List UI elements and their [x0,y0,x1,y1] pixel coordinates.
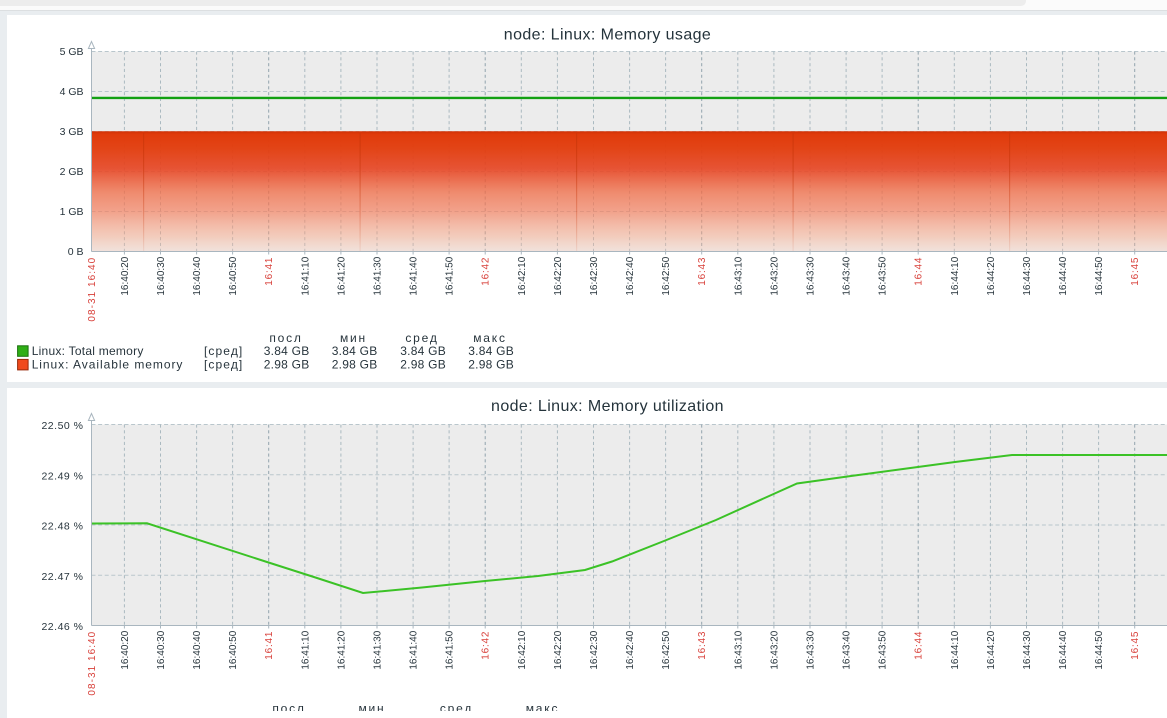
svg-text:посл: посл [269,331,302,345]
svg-text:мин: мин [359,702,386,711]
svg-text:4 GB: 4 GB [60,86,84,98]
svg-text:16:43:20: 16:43:20 [769,256,780,295]
svg-text:16:41:20: 16:41:20 [336,256,347,295]
svg-text:2 GB: 2 GB [60,166,84,178]
svg-text:посл: посл [272,702,305,711]
svg-text:16:42:30: 16:42:30 [589,256,600,295]
svg-text:node: Linux: Memory usage: node: Linux: Memory usage [504,27,711,44]
svg-text:16:42:10: 16:42:10 [517,630,528,669]
svg-text:16:40:30: 16:40:30 [156,256,167,295]
svg-text:16:41:40: 16:41:40 [409,630,420,669]
svg-text:0 B: 0 B [68,246,84,258]
svg-text:16:40:50: 16:40:50 [228,256,239,295]
svg-text:16:44:20: 16:44:20 [986,256,997,295]
svg-text:16:41:40: 16:41:40 [409,256,420,295]
svg-text:16:41: 16:41 [264,257,275,286]
svg-text:2.98 GB: 2.98 GB [400,358,446,372]
svg-text:16:40:20: 16:40:20 [120,630,131,669]
svg-text:22.50 %: 22.50 % [41,420,83,432]
svg-text:16:43:40: 16:43:40 [842,256,853,295]
svg-text:16:42:50: 16:42:50 [661,256,672,295]
svg-text:3.84 GB: 3.84 GB [264,344,310,358]
svg-text:макс: макс [473,331,507,345]
svg-text:16:44:30: 16:44:30 [1022,256,1033,295]
svg-text:16:44:40: 16:44:40 [1058,256,1069,295]
svg-text:16:44:50: 16:44:50 [1094,256,1105,295]
svg-text:16:42:50: 16:42:50 [661,630,672,669]
svg-text:16:43:10: 16:43:10 [733,256,744,295]
svg-text:16:43:50: 16:43:50 [878,256,889,295]
svg-text:16:40:20: 16:40:20 [120,256,131,295]
svg-text:16:44:50: 16:44:50 [1094,630,1105,669]
svg-text:мин: мин [340,331,367,345]
svg-text:16:44:20: 16:44:20 [986,630,997,669]
svg-text:08-31 16:40: 08-31 16:40 [87,631,98,696]
svg-text:16:44:10: 16:44:10 [950,256,961,295]
svg-text:22.47 %: 22.47 % [41,571,83,583]
svg-text:16:43: 16:43 [697,257,708,286]
svg-text:16:44:40: 16:44:40 [1058,630,1069,669]
svg-text:сред: сред [440,702,473,711]
svg-text:08-31 16:40: 08-31 16:40 [87,257,98,322]
svg-text:16:45: 16:45 [1130,631,1141,660]
svg-text:Linux: Total memory: Linux: Total memory [32,344,144,358]
svg-text:16:41:50: 16:41:50 [445,630,456,669]
svg-text:16:44:10: 16:44:10 [950,630,961,669]
svg-text:16:43:20: 16:43:20 [769,630,780,669]
svg-text:[сред]: [сред] [204,344,243,358]
svg-text:16:41: 16:41 [264,631,275,660]
svg-text:16:41:50: 16:41:50 [445,256,456,295]
svg-text:22.46 %: 22.46 % [41,621,83,633]
svg-text:2.98 GB: 2.98 GB [264,358,310,372]
svg-text:3.84 GB: 3.84 GB [400,344,446,358]
svg-text:16:42:40: 16:42:40 [625,630,636,669]
svg-text:5 GB: 5 GB [60,46,84,58]
svg-text:16:42: 16:42 [481,257,492,286]
svg-text:22.49 %: 22.49 % [41,470,83,482]
svg-text:16:43: 16:43 [697,631,708,660]
svg-text:16:40:30: 16:40:30 [156,630,167,669]
svg-text:16:42:40: 16:42:40 [625,256,636,295]
svg-text:16:43:40: 16:43:40 [842,630,853,669]
svg-text:16:40:50: 16:40:50 [228,630,239,669]
svg-text:node: Linux: Memory utilizatio: node: Linux: Memory utilization [491,398,724,415]
svg-text:16:41:10: 16:41:10 [300,630,311,669]
svg-text:22.48 %: 22.48 % [41,521,83,533]
svg-text:16:44: 16:44 [914,631,925,660]
svg-text:16:45: 16:45 [1130,257,1141,286]
svg-text:3 GB: 3 GB [60,126,84,138]
svg-text:16:41:10: 16:41:10 [300,256,311,295]
svg-text:2.98 GB: 2.98 GB [332,358,378,372]
svg-text:16:42: 16:42 [481,631,492,660]
svg-text:16:43:30: 16:43:30 [806,630,817,669]
svg-text:16:42:30: 16:42:30 [589,630,600,669]
svg-text:16:43:10: 16:43:10 [733,630,744,669]
svg-text:16:40:40: 16:40:40 [192,256,203,295]
svg-text:сред: сред [405,331,438,345]
svg-text:макс: макс [526,702,560,711]
svg-text:1 GB: 1 GB [60,206,84,218]
svg-text:16:44: 16:44 [914,257,925,286]
svg-text:3.84 GB: 3.84 GB [332,344,378,358]
svg-text:[сред]: [сред] [204,358,243,372]
svg-text:3.84 GB: 3.84 GB [468,344,514,358]
svg-text:16:41:30: 16:41:30 [373,630,384,669]
svg-text:16:42:20: 16:42:20 [553,630,564,669]
svg-text:16:44:30: 16:44:30 [1022,630,1033,669]
svg-text:16:41:20: 16:41:20 [336,630,347,669]
svg-text:16:41:30: 16:41:30 [373,256,384,295]
svg-text:16:43:30: 16:43:30 [806,256,817,295]
svg-text:16:40:40: 16:40:40 [192,630,203,669]
svg-text:16:43:50: 16:43:50 [878,630,889,669]
svg-text:Linux: Available memory: Linux: Available memory [32,358,184,372]
svg-text:16:42:20: 16:42:20 [553,256,564,295]
svg-text:2.98 GB: 2.98 GB [468,358,514,372]
svg-text:16:42:10: 16:42:10 [517,256,528,295]
